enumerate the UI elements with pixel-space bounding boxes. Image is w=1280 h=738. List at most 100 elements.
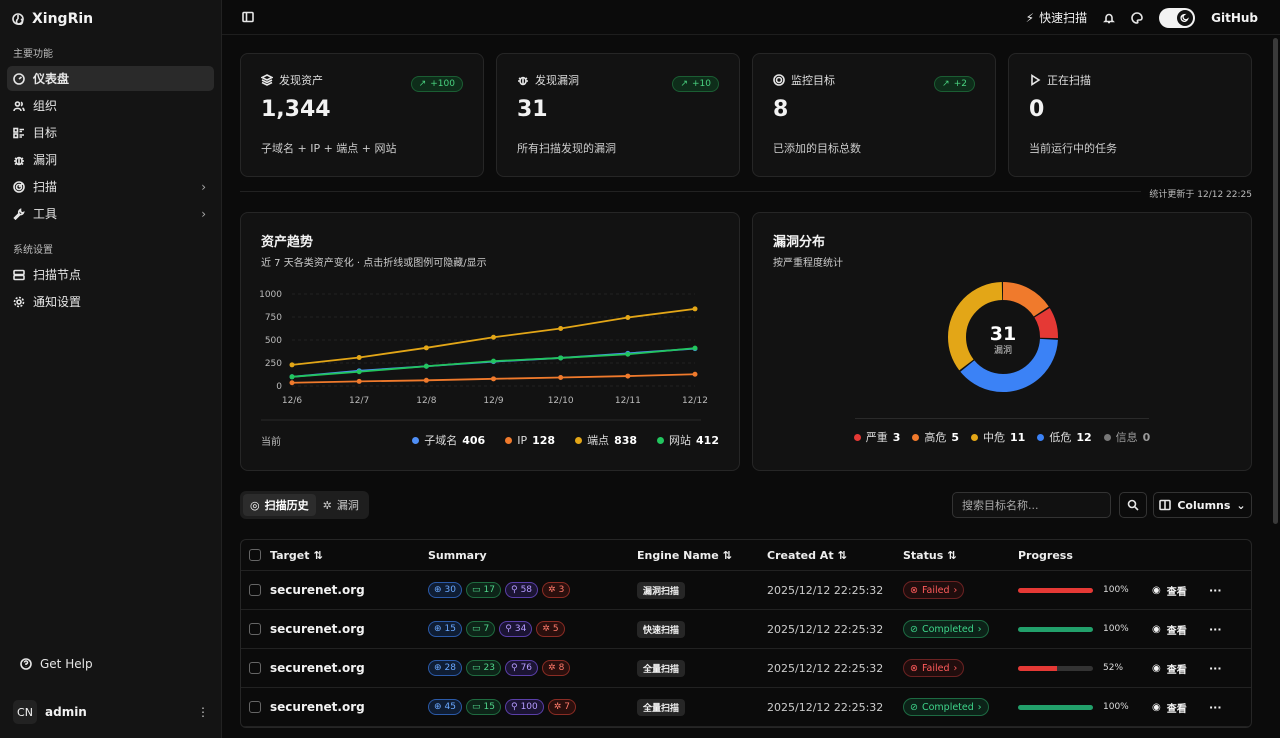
- trend-badge: ↗ +2: [934, 76, 975, 92]
- table-row[interactable]: securenet.org ⊕ 15 ▭ 7 ⚲ 34 ✲ 5 快速扫描 2025/12/12 22…: [241, 610, 1251, 649]
- more-horizontal-icon[interactable]: ···: [1209, 661, 1222, 675]
- legend-item-endpoint[interactable]: 端点 838: [575, 432, 637, 448]
- tab-vulns[interactable]: ✲ 漏洞: [322, 498, 359, 513]
- endpoint-count-pill[interactable]: ⚲ 58: [504, 582, 539, 598]
- sidebar-item-vuln[interactable]: 漏洞: [7, 147, 214, 172]
- more-horizontal-icon[interactable]: ···: [1209, 583, 1222, 597]
- table-row[interactable]: securenet.org ⊕ 45 ▭ 15 ⚲ 100 ✲ 7 全量扫描 2025/12/12 …: [241, 688, 1251, 727]
- row-target[interactable]: securenet.org: [270, 583, 365, 597]
- search-button[interactable]: [1119, 492, 1147, 518]
- chevron-right-icon: ›: [977, 623, 982, 635]
- legend-item-critical[interactable]: 严重 3: [853, 429, 900, 445]
- donut-slice[interactable]: [948, 282, 1058, 392]
- row-checkbox[interactable]: [249, 662, 261, 674]
- select-all-checkbox[interactable]: [249, 549, 261, 561]
- more-horizontal-icon[interactable]: ···: [1209, 700, 1222, 714]
- more-vertical-icon[interactable]: ⋮: [197, 705, 209, 719]
- donut-slice[interactable]: [948, 282, 1058, 392]
- table-row[interactable]: securenet.org ⊕ 30 ▭ 17 ⚲ 58 ✲ 3 漏洞扫描 2025/12/12 2…: [241, 571, 1251, 610]
- row-target[interactable]: securenet.org: [270, 622, 365, 636]
- palette-icon[interactable]: [1131, 11, 1143, 24]
- status-badge[interactable]: ⊗ Failed ›: [903, 659, 965, 677]
- endpoint-count-pill[interactable]: ⚲ 34: [499, 621, 533, 637]
- status-badge[interactable]: ⊗ Failed ›: [903, 581, 965, 599]
- col-status[interactable]: Status ⇅: [903, 548, 957, 562]
- asset-trend-chart[interactable]: 1000 750 500 250 012/6 12/7 12/8 12/9 12/10 12/11…: [255, 285, 715, 425]
- row-summary: ⊕ 15 ▭ 7 ⚲ 34 ✲ 5: [428, 621, 565, 637]
- sidebar-toggle-icon[interactable]: [242, 11, 254, 23]
- legend-item-high[interactable]: 高危 5: [912, 429, 959, 445]
- legend-item-low[interactable]: 低危 12: [1037, 429, 1092, 445]
- sidebar-item-notify[interactable]: 通知设置: [7, 289, 214, 314]
- columns-button[interactable]: Columns ⌄: [1153, 492, 1252, 518]
- subdomain-count-pill[interactable]: ⊕ 15: [428, 621, 462, 637]
- row-status[interactable]: ⊗ Failed ›: [903, 659, 965, 677]
- sidebar-item-target[interactable]: 目标: [7, 120, 214, 145]
- row-target[interactable]: securenet.org: [270, 661, 365, 675]
- legend-item-info[interactable]: 信息 0: [1103, 429, 1150, 445]
- sidebar-item-dashboard[interactable]: 仪表盘: [7, 66, 214, 91]
- vuln-count-pill[interactable]: ✲ 5: [536, 621, 565, 637]
- row-progress: 100%: [1018, 702, 1129, 712]
- col-target[interactable]: Target ⇅: [270, 548, 323, 562]
- progress-text: 100%: [1103, 624, 1129, 634]
- donut-slice[interactable]: [948, 282, 1058, 392]
- endpoint-count-pill[interactable]: ⚲ 76: [504, 660, 539, 676]
- website-count-pill[interactable]: ▭ 7: [466, 621, 496, 637]
- row-status[interactable]: ⊘ Completed ›: [903, 620, 989, 638]
- row-checkbox[interactable]: [249, 584, 261, 596]
- table-header: Target ⇅ Summary Engine Name ⇅ Created At ⇅…: [241, 540, 1251, 571]
- row-status[interactable]: ⊘ Completed ›: [903, 698, 989, 716]
- legend-item-medium[interactable]: 中危 11: [971, 429, 1025, 445]
- quick-scan-button[interactable]: ⚡ 快速扫描: [1026, 9, 1087, 26]
- website-count-pill[interactable]: ▭ 23: [466, 660, 501, 676]
- sidebar-item-tools[interactable]: 工具 ›: [7, 201, 214, 226]
- vuln-count-pill[interactable]: ✲ 8: [542, 660, 571, 676]
- tab-scan-history[interactable]: ◎ 扫描历史: [243, 494, 316, 516]
- legend-item-ip[interactable]: IP 128: [505, 434, 555, 447]
- brand[interactable]: XingRin: [0, 0, 221, 38]
- website-count-pill[interactable]: ▭ 15: [466, 699, 501, 715]
- subdomain-count-pill[interactable]: ⊕ 28: [428, 660, 462, 676]
- search-input[interactable]: 搜索目标名称...: [952, 492, 1111, 518]
- table-row[interactable]: securenet.org ⊕ 28 ▭ 23 ⚲ 76 ✲ 8 全量扫描 2025/12/12 2…: [241, 649, 1251, 688]
- row-created: 2025/12/12 22:25:32: [767, 622, 884, 636]
- status-badge[interactable]: ⊘ Completed ›: [903, 698, 989, 716]
- more-horizontal-icon[interactable]: ···: [1209, 622, 1222, 636]
- col-created[interactable]: Created At ⇅: [767, 548, 847, 562]
- subdomain-count-pill[interactable]: ⊕ 45: [428, 699, 462, 715]
- get-help-link[interactable]: Get Help: [14, 651, 222, 676]
- view-button[interactable]: ◉ 查看: [1152, 701, 1187, 715]
- theme-toggle[interactable]: [1159, 7, 1196, 28]
- sort-icon: ⇅: [837, 548, 847, 562]
- row-status[interactable]: ⊗ Failed ›: [903, 581, 965, 599]
- col-engine[interactable]: Engine Name ⇅: [637, 548, 732, 562]
- list-icon: [13, 127, 25, 139]
- vuln-count-pill[interactable]: ✲ 3: [542, 582, 571, 598]
- sidebar-item-scan-nodes[interactable]: 扫描节点: [7, 262, 214, 287]
- github-link[interactable]: GitHub: [1211, 10, 1258, 25]
- subdomain-count-pill[interactable]: ⊕ 30: [428, 582, 462, 598]
- view-button[interactable]: ◉ 查看: [1152, 584, 1187, 598]
- website-count-pill[interactable]: ▭ 17: [466, 582, 501, 598]
- play-icon: [1029, 74, 1041, 86]
- view-button[interactable]: ◉ 查看: [1152, 662, 1187, 676]
- status-badge[interactable]: ⊘ Completed ›: [903, 620, 989, 638]
- bell-icon[interactable]: [1103, 12, 1116, 24]
- row-target[interactable]: securenet.org: [270, 700, 365, 714]
- legend-item-subdomain[interactable]: 子域名 406: [412, 432, 485, 448]
- endpoint-count-pill[interactable]: ⚲ 100: [504, 699, 544, 715]
- progress-text: 100%: [1103, 585, 1129, 595]
- donut-slice[interactable]: [948, 282, 1058, 392]
- row-created: 2025/12/12 22:25:32: [767, 583, 884, 597]
- legend-item-website[interactable]: 网站 412: [657, 432, 719, 448]
- row-checkbox[interactable]: [249, 701, 261, 713]
- row-checkbox[interactable]: [249, 623, 261, 635]
- scrollbar[interactable]: [1273, 38, 1278, 524]
- vuln-count-pill[interactable]: ✲ 7: [547, 699, 577, 715]
- sidebar-item-scan[interactable]: 扫描 ›: [7, 174, 214, 199]
- view-button[interactable]: ◉ 查看: [1152, 623, 1187, 637]
- user-menu[interactable]: CN admin ⋮: [7, 698, 215, 726]
- sidebar-item-org[interactable]: 组织: [7, 93, 214, 118]
